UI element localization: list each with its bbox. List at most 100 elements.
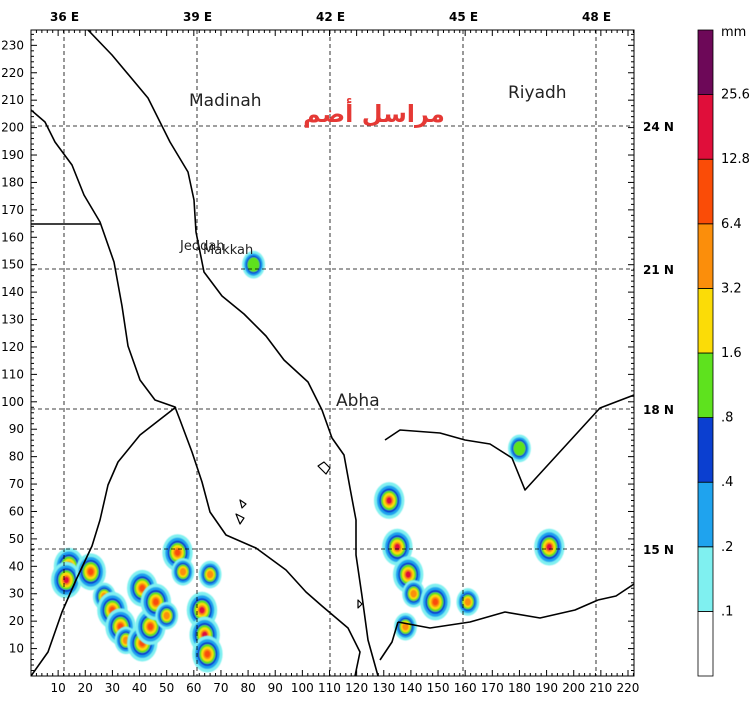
city-label-jeddah: Jeddah [179, 239, 225, 254]
grid-y-tick-label: 190 [1, 148, 24, 162]
top-axis: 36 E 39 E 42 E 45 E 48 E [50, 10, 611, 24]
graticule [31, 30, 634, 676]
lon-tick-label: 48 E [582, 10, 611, 24]
grid-y-tick-label: 50 [9, 532, 24, 546]
grid-y-tick-label: 80 [9, 450, 24, 464]
precip-cell [373, 482, 405, 519]
precip-cell [75, 553, 106, 591]
colorbar-level-label: .1 [721, 604, 733, 619]
grid-x-tick-label: 170 [481, 681, 504, 695]
grid-y-tick-label: 60 [9, 504, 24, 518]
grid-x-tick-label: 40 [132, 681, 147, 695]
yemen-west-coast [379, 621, 399, 661]
lat-tick-label: 15 N [643, 543, 674, 557]
colorbar-swatch [697, 352, 714, 418]
colorbar-swatch [697, 417, 714, 483]
city-label-abha: Abha [336, 391, 380, 411]
colorbar: mm .1 .2 .4 .8 1.6 3.2 6.4 12.8 25.6 [697, 25, 750, 677]
grid-x-tick-label: 50 [159, 681, 174, 695]
lon-tick-label: 42 E [316, 10, 345, 24]
red-sea-east-coast [87, 30, 379, 676]
gulf-of-aden-coast [397, 599, 599, 629]
precip-cell [192, 635, 223, 673]
grid-y-tick-label: 230 [1, 38, 24, 52]
colorbar-swatch [697, 611, 714, 677]
lon-tick-label: 45 E [449, 10, 478, 24]
city-label-madinah: Madinah [189, 91, 262, 111]
yemen-oman-border [597, 583, 634, 601]
grid-y-tick-label: 150 [1, 258, 24, 272]
grid-x-tick-label: 210 [589, 681, 612, 695]
colorbar-swatch [697, 481, 714, 548]
grid-y-tick-label: 40 [9, 559, 24, 573]
colorbar-swatch [697, 287, 714, 354]
grid-x-tick-label: 110 [318, 681, 341, 695]
colorbar-swatch [697, 546, 714, 612]
colorbar-swatch [697, 223, 714, 289]
grid-y-tick-label: 70 [9, 477, 24, 491]
grid-y-tick-label: 200 [1, 121, 24, 135]
coastlines-and-borders [31, 30, 634, 676]
colorbar-swatch [697, 158, 714, 225]
colorbar-swatch [697, 29, 714, 95]
watermark-text: مراسل أضم [303, 98, 445, 128]
colorbar-level-label: 6.4 [721, 217, 742, 232]
precip-cell [392, 556, 424, 593]
grid-y-tick-label: 170 [1, 203, 24, 217]
grid-x-tick-label: 100 [291, 681, 314, 695]
precip-cell [242, 250, 265, 279]
grid-x-tick-label: 200 [562, 681, 585, 695]
grid-x-tick-label: 120 [345, 681, 368, 695]
grid-y-tick-label: 110 [1, 367, 24, 381]
grid-x-tick-label: 30 [105, 681, 120, 695]
colorbar-level-label: .8 [721, 411, 733, 426]
grid-y-tick-label: 30 [9, 587, 24, 601]
precip-cell [534, 528, 565, 566]
grid-y-tick-label: 220 [1, 66, 24, 80]
colorbar-level-label: 12.8 [721, 152, 750, 167]
grid-y-tick-label: 20 [9, 614, 24, 628]
colorbar-level-label: 3.2 [721, 281, 742, 296]
precip-cell [171, 558, 195, 586]
city-label-riyadh: Riyadh [508, 83, 567, 103]
grid-y-tick-label: 210 [1, 93, 24, 107]
lat-tick-label: 21 N [643, 263, 674, 277]
left-axis: 10 20 30 40 50 60 70 80 90 100 110 120 130 140 150 160 1… [1, 38, 24, 655]
saudi-yemen-border [384, 394, 634, 491]
grid-x-tick-label: 20 [78, 681, 93, 695]
colorbar-level-label: 1.6 [721, 346, 742, 361]
precip-cell [155, 601, 179, 630]
colorbar-swatch [697, 94, 714, 160]
grid-x-tick-label: 60 [186, 681, 201, 695]
grid-x-tick-label: 130 [372, 681, 395, 695]
grid-y-tick-label: 130 [1, 313, 24, 327]
lon-tick-label: 39 E [183, 10, 212, 24]
right-axis: 24 N 21 N 18 N 15 N [643, 120, 674, 557]
red-sea-west-coast [31, 109, 361, 676]
precip-cell [394, 612, 417, 641]
precipitation-field [51, 250, 565, 673]
grid-x-tick-label: 70 [213, 681, 228, 695]
precip-cell [51, 561, 82, 599]
grid-x-tick-label: 190 [535, 681, 558, 695]
grid-y-tick-label: 120 [1, 340, 24, 354]
precip-cell [198, 560, 222, 589]
colorbar-level-label: .4 [721, 475, 733, 490]
grid-y-tick-label: 90 [9, 422, 24, 436]
grid-x-tick-label: 160 [454, 681, 477, 695]
grid-y-tick-label: 180 [1, 175, 24, 189]
colorbar-level-label: 25.6 [721, 88, 750, 103]
sudan-eritrea-border [31, 406, 177, 676]
colorbar-level-label: .2 [721, 540, 733, 555]
grid-y-tick-label: 100 [1, 395, 24, 409]
grid-y-tick-label: 10 [9, 642, 24, 656]
lat-tick-label: 24 N [643, 120, 674, 134]
axis-tick-marks [30, 30, 634, 677]
grid-x-tick-label: 220 [617, 681, 640, 695]
grid-y-tick-label: 160 [1, 230, 24, 244]
bottom-axis: 10 20 30 40 50 60 70 80 90 100 110 120 130 140 150 160 1… [50, 681, 639, 695]
grid-x-tick-label: 90 [268, 681, 283, 695]
city-label-makkah: Makkah [203, 243, 253, 258]
grid-x-tick-label: 140 [399, 681, 422, 695]
